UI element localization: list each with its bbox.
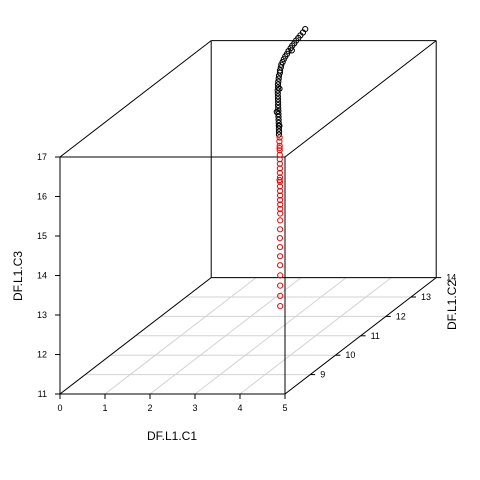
box-edge bbox=[59, 40, 212, 158]
data-point bbox=[274, 81, 282, 88]
box-edge bbox=[284, 40, 437, 158]
y-tick-label: 10 bbox=[345, 350, 355, 360]
z-tick-label: 14 bbox=[37, 271, 47, 281]
data-point bbox=[275, 75, 282, 82]
x-tick-label: 1 bbox=[102, 403, 107, 413]
y-tick-label: 11 bbox=[371, 331, 380, 341]
data-point bbox=[275, 72, 283, 79]
data-point bbox=[276, 122, 283, 129]
data-point bbox=[275, 99, 282, 106]
data-point bbox=[277, 292, 284, 299]
data-point bbox=[277, 282, 284, 289]
data-point bbox=[274, 93, 281, 100]
data-point bbox=[276, 169, 283, 176]
y-tick-label: 12 bbox=[396, 311, 406, 321]
z-tick-label: 17 bbox=[37, 152, 47, 162]
y-axis-label: DF.L1.C2 bbox=[445, 280, 459, 330]
z-tick-label: 12 bbox=[37, 350, 47, 360]
data-point bbox=[277, 205, 284, 213]
data-point bbox=[276, 134, 283, 141]
data-point bbox=[280, 56, 287, 63]
z-tick-label: 15 bbox=[37, 231, 47, 241]
x-tick-label: 0 bbox=[57, 403, 62, 413]
data-point bbox=[276, 156, 283, 163]
data-point bbox=[276, 244, 284, 251]
data-point bbox=[276, 145, 283, 152]
data-point bbox=[273, 108, 280, 116]
data-point bbox=[276, 85, 283, 92]
data-point bbox=[275, 128, 283, 135]
x-tick-label: 4 bbox=[237, 403, 242, 413]
data-point bbox=[277, 192, 284, 199]
data-point bbox=[277, 201, 284, 208]
z-axis-label: DF.L1.C3 bbox=[11, 251, 25, 301]
data-point bbox=[277, 272, 284, 279]
x-tick-label: 5 bbox=[282, 403, 287, 413]
data-point bbox=[276, 69, 283, 76]
data-point bbox=[276, 174, 284, 181]
x-tick-label: 2 bbox=[147, 403, 152, 413]
data-point bbox=[276, 183, 284, 190]
data-point bbox=[275, 116, 282, 124]
data-point bbox=[276, 138, 283, 145]
z-tick-label: 11 bbox=[38, 389, 47, 399]
data-point bbox=[275, 78, 282, 85]
z-tick-label: 13 bbox=[37, 310, 47, 320]
y-tick-label: 14 bbox=[446, 273, 456, 283]
data-point bbox=[276, 151, 283, 158]
data-point bbox=[277, 187, 284, 195]
data-point bbox=[277, 210, 284, 217]
data-point bbox=[276, 235, 283, 242]
data-point bbox=[277, 196, 284, 204]
data-point bbox=[277, 253, 284, 260]
data-point bbox=[277, 226, 284, 233]
y-axis-ticks: 9 10 11 12 13 14 bbox=[310, 273, 456, 380]
data-point bbox=[288, 47, 295, 54]
data-point bbox=[277, 303, 284, 310]
data-points bbox=[273, 26, 309, 310]
data-point bbox=[274, 96, 282, 103]
data-point bbox=[275, 131, 283, 138]
data-point bbox=[277, 217, 284, 224]
data-point bbox=[277, 262, 284, 269]
data-point bbox=[278, 61, 285, 68]
x-axis-label: DF.L1.C1 bbox=[147, 429, 197, 443]
data-point bbox=[275, 107, 282, 115]
x-axis-ticks: 0 1 2 3 4 5 bbox=[57, 394, 288, 413]
data-point bbox=[275, 102, 282, 109]
data-point bbox=[274, 87, 281, 94]
data-point bbox=[275, 105, 282, 112]
y-tick-label: 13 bbox=[421, 292, 431, 302]
data-point bbox=[275, 125, 282, 132]
plot-box bbox=[59, 40, 437, 395]
z-axis-ticks: 11 12 13 14 15 16 17 bbox=[37, 152, 60, 399]
data-point bbox=[276, 142, 283, 149]
data-point bbox=[275, 119, 282, 126]
data-point bbox=[275, 84, 282, 91]
data-point bbox=[276, 176, 283, 184]
box-edge bbox=[59, 277, 212, 395]
y-tick-label: 9 bbox=[320, 370, 325, 380]
data-point bbox=[276, 160, 283, 167]
data-point bbox=[276, 147, 283, 154]
data-point bbox=[276, 165, 283, 172]
z-tick-label: 16 bbox=[37, 192, 47, 202]
x-tick-label: 3 bbox=[192, 403, 197, 413]
